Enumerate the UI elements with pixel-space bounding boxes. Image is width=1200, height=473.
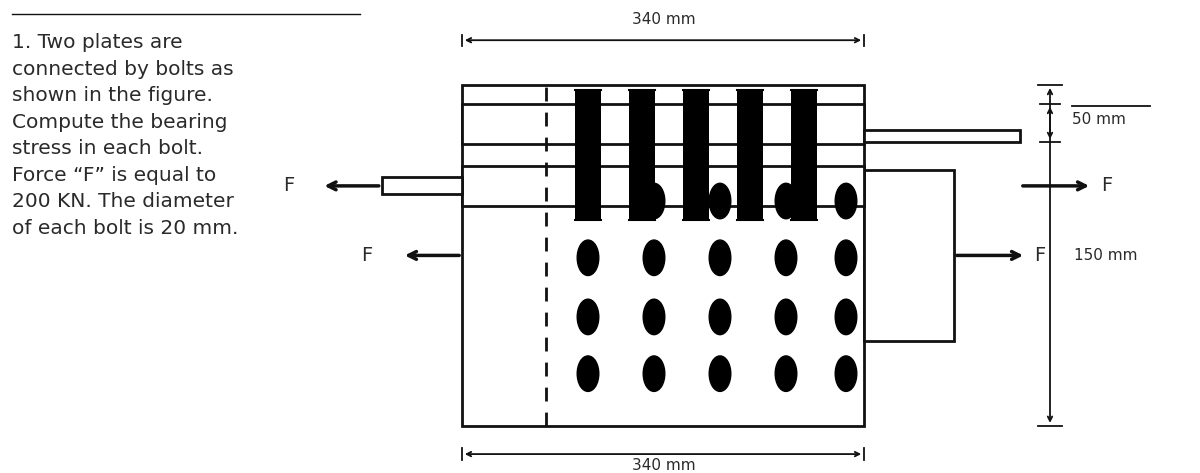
Bar bbox=[462, 104, 864, 144]
Ellipse shape bbox=[835, 184, 857, 219]
Bar bbox=[864, 130, 1020, 142]
Ellipse shape bbox=[775, 356, 797, 392]
Bar bbox=[575, 90, 601, 220]
Bar bbox=[629, 90, 655, 220]
Ellipse shape bbox=[643, 356, 665, 392]
Text: F: F bbox=[1034, 246, 1045, 265]
Bar bbox=[791, 90, 817, 220]
Bar bbox=[737, 90, 763, 220]
Ellipse shape bbox=[775, 240, 797, 275]
Ellipse shape bbox=[835, 240, 857, 275]
Text: 340 mm: 340 mm bbox=[631, 458, 696, 473]
Ellipse shape bbox=[775, 299, 797, 335]
Bar bbox=[864, 170, 954, 341]
Ellipse shape bbox=[709, 184, 731, 219]
Bar bbox=[462, 85, 864, 426]
Text: 1. Two plates are
connected by bolts as
shown in the figure.
Compute the bearing: 1. Two plates are connected by bolts as … bbox=[12, 33, 239, 237]
Bar bbox=[382, 177, 462, 194]
Text: F: F bbox=[361, 246, 372, 265]
Text: F: F bbox=[283, 176, 294, 195]
Ellipse shape bbox=[577, 299, 599, 335]
Ellipse shape bbox=[643, 299, 665, 335]
Ellipse shape bbox=[709, 299, 731, 335]
Ellipse shape bbox=[577, 184, 599, 219]
Text: 50 mm: 50 mm bbox=[1072, 112, 1126, 127]
Text: F: F bbox=[1102, 176, 1112, 195]
Text: 340 mm: 340 mm bbox=[631, 12, 696, 27]
Ellipse shape bbox=[835, 356, 857, 392]
Ellipse shape bbox=[577, 356, 599, 392]
Ellipse shape bbox=[577, 240, 599, 275]
Ellipse shape bbox=[835, 299, 857, 335]
Ellipse shape bbox=[643, 240, 665, 275]
Ellipse shape bbox=[709, 356, 731, 392]
Bar bbox=[683, 90, 709, 220]
Text: 150 mm: 150 mm bbox=[1074, 248, 1138, 263]
Bar bbox=[462, 166, 864, 206]
Ellipse shape bbox=[775, 184, 797, 219]
Ellipse shape bbox=[643, 184, 665, 219]
Ellipse shape bbox=[709, 240, 731, 275]
